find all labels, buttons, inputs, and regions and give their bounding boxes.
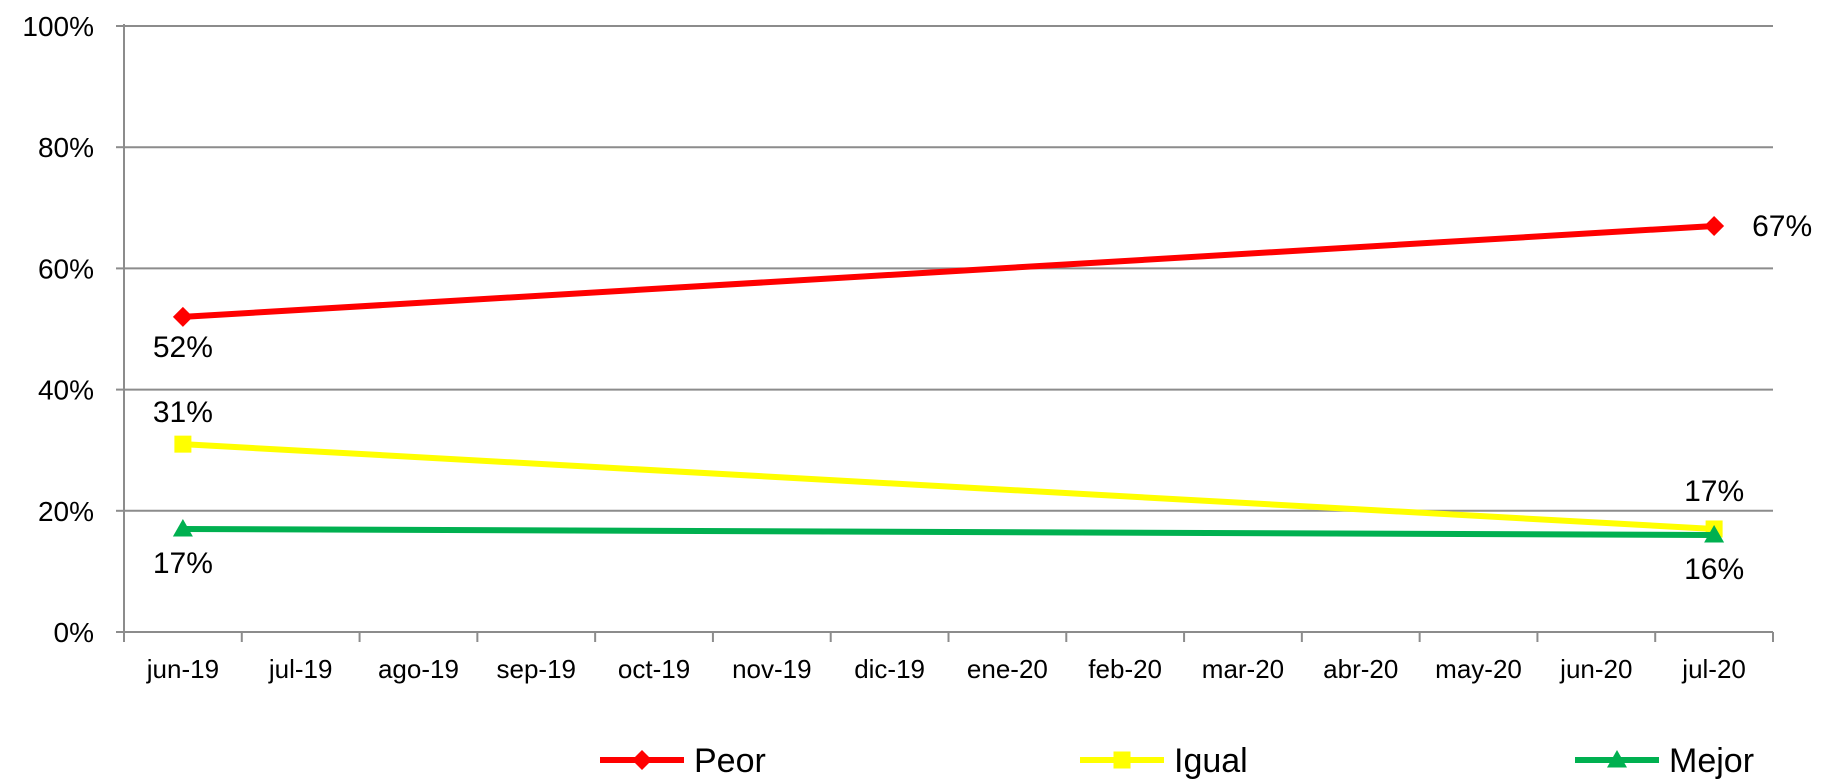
legend-label-mejor: Mejor [1669, 742, 1754, 780]
data-point-peor [172, 306, 193, 327]
data-point-igual [174, 435, 192, 453]
legend-marker-mejor [1607, 750, 1627, 768]
series-line-mejor [182, 525, 1715, 539]
x-tick-label: jun-20 [1559, 654, 1632, 684]
data-point-peor [1704, 215, 1725, 236]
x-tick-label: feb-20 [1088, 654, 1162, 684]
data-label-igual: 31% [153, 396, 213, 429]
legend-marker-peor [632, 750, 652, 770]
x-tick-label: ene-20 [967, 654, 1048, 684]
legend-label-igual: Igual [1174, 742, 1248, 780]
y-tick-label: 60% [38, 253, 94, 284]
legend-marker-igual [1113, 751, 1131, 769]
data-label-peor: 67% [1752, 210, 1812, 243]
x-tick-label: jul-20 [1681, 654, 1746, 684]
series-line-igual [182, 441, 1715, 532]
data-label-mejor: 16% [1684, 553, 1744, 586]
legend-label-peor: Peor [694, 742, 766, 780]
x-tick-label: nov-19 [732, 654, 812, 684]
y-tick-label: 40% [38, 375, 94, 406]
x-tick-label: sep-19 [497, 654, 577, 684]
x-tick-label: ago-19 [378, 654, 459, 684]
x-tick-label: jun-19 [146, 654, 219, 684]
x-tick-label: mar-20 [1202, 654, 1284, 684]
x-tick-label: dic-19 [854, 654, 925, 684]
data-label-peor: 52% [153, 331, 213, 364]
data-point-mejor [172, 518, 193, 537]
y-tick-label: 100% [22, 11, 94, 42]
data-label-mejor: 17% [153, 547, 213, 580]
x-tick-label: oct-19 [618, 654, 690, 684]
y-tick-label: 80% [38, 132, 94, 163]
y-tick-label: 20% [38, 496, 94, 527]
data-label-igual: 17% [1684, 475, 1744, 508]
x-tick-label: may-20 [1435, 654, 1522, 684]
series-line-peor [182, 222, 1715, 320]
x-tick-label: abr-20 [1323, 654, 1398, 684]
x-tick-label: jul-19 [268, 654, 333, 684]
y-tick-label: 0% [54, 617, 94, 648]
data-point-mejor [1704, 525, 1725, 543]
